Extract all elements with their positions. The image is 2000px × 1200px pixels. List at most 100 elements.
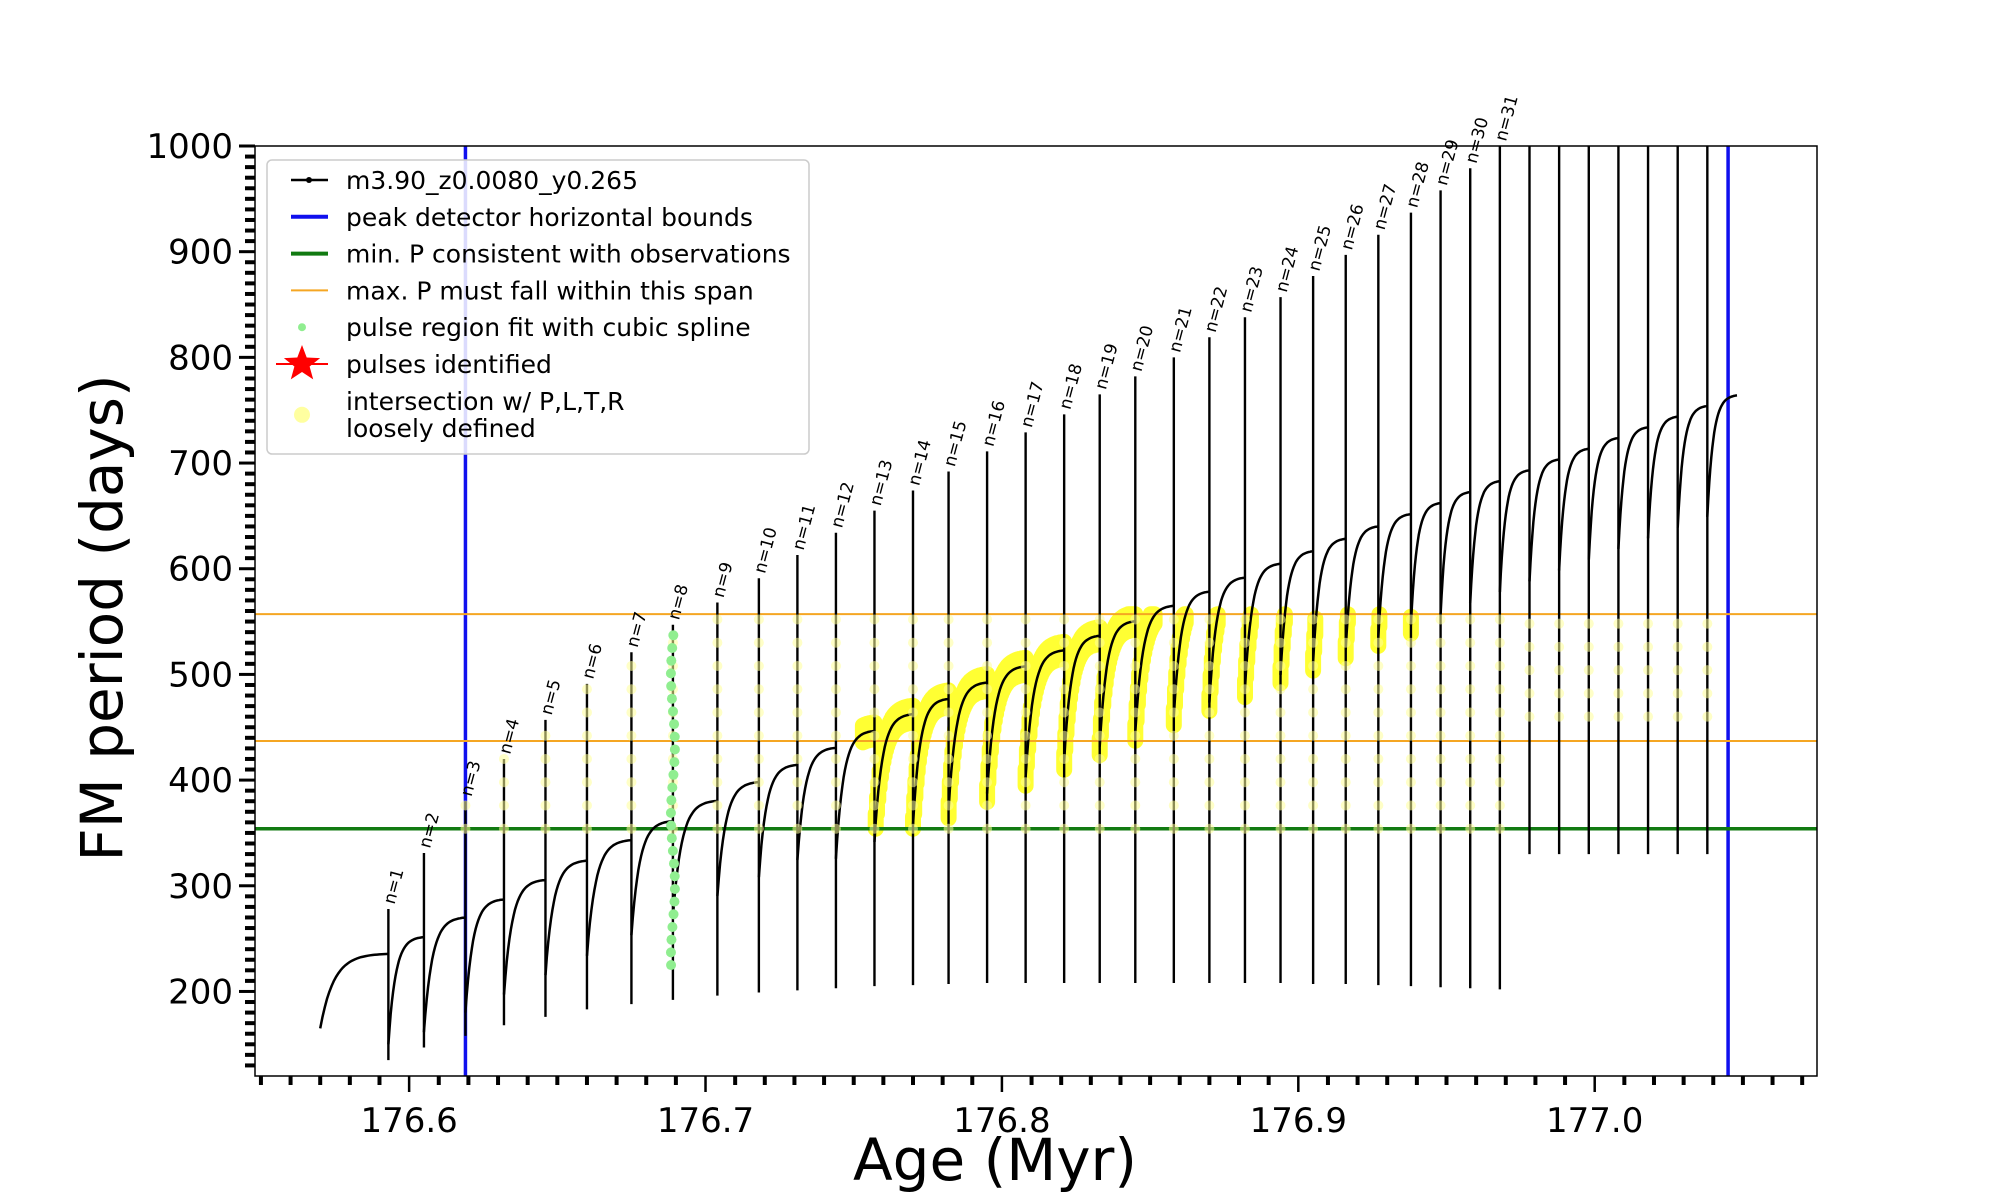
highlight-dots — [460, 614, 1713, 971]
intersection-dot — [792, 707, 803, 718]
intersection-dot — [712, 777, 723, 788]
intersection-dot — [1340, 660, 1351, 671]
intersection-dot — [1094, 637, 1105, 648]
intersection-dot — [1373, 777, 1384, 788]
intersection-dot — [1308, 753, 1319, 764]
intersection-dot — [1465, 614, 1476, 625]
spline-dot — [666, 820, 677, 831]
intersection-dot — [1059, 823, 1070, 834]
intersection-dot — [1020, 707, 1031, 718]
intersection-dot — [1340, 730, 1351, 741]
intersection-dot — [1059, 614, 1070, 625]
legend-label: m3.90_z0.0080_y0.265 — [346, 166, 638, 195]
spline-dot — [669, 731, 680, 742]
intersection-dot — [830, 823, 841, 834]
intersection-dot — [1059, 660, 1070, 671]
intersection-dot — [1094, 614, 1105, 625]
intersection-dot — [1094, 823, 1105, 834]
spline-dot — [666, 833, 677, 844]
intersection-dot — [869, 777, 880, 788]
intersection-dot — [907, 777, 918, 788]
legend-swatch-dot — [306, 177, 312, 183]
intersection-dot — [581, 707, 592, 718]
intersection-dot — [1308, 730, 1319, 741]
intersection-dot — [907, 684, 918, 695]
intersection-dot — [1275, 777, 1286, 788]
intersection-dot — [1020, 753, 1031, 764]
intersection-dot — [1275, 823, 1286, 834]
intersection-dot — [1524, 711, 1535, 722]
intersection-dot — [1373, 707, 1384, 718]
intersection-dot — [626, 707, 637, 718]
intersection-dot — [792, 753, 803, 764]
intersection-dot — [1094, 730, 1105, 741]
y-tick-label: 400 — [168, 761, 233, 801]
intersection-dot — [907, 707, 918, 718]
intersection-dot — [943, 660, 954, 671]
intersection-dot — [907, 800, 918, 811]
spline-dot — [669, 883, 680, 894]
intersection-dot — [1405, 707, 1416, 718]
intersection-dot — [1435, 707, 1446, 718]
spline-dot — [665, 947, 676, 958]
intersection-dot — [830, 637, 841, 648]
spline-dot — [668, 706, 679, 717]
intersection-dot — [869, 660, 880, 671]
intersection-dot — [1239, 660, 1250, 671]
intersection-dot — [1204, 823, 1215, 834]
intersection-dot — [1373, 637, 1384, 648]
intersection-dot — [1340, 614, 1351, 625]
intersection-dot — [943, 753, 954, 764]
intersection-dot — [1020, 637, 1031, 648]
intersection-dot — [1239, 753, 1250, 764]
intersection-dot — [1435, 800, 1446, 811]
intersection-dot — [1130, 684, 1141, 695]
intersection-dot — [1494, 707, 1505, 718]
intersection-dot — [1275, 730, 1286, 741]
intersection-dot — [712, 660, 723, 671]
intersection-dot — [1340, 753, 1351, 764]
intersection-dot — [943, 730, 954, 741]
intersection-dot — [1168, 684, 1179, 695]
intersection-dot — [792, 777, 803, 788]
intersection-dot — [1435, 637, 1446, 648]
intersection-dot — [830, 614, 841, 625]
intersection-dot — [1435, 684, 1446, 695]
intersection-dot — [1435, 660, 1446, 671]
intersection-dot — [1340, 707, 1351, 718]
intersection-dot — [626, 660, 637, 671]
intersection-dot — [1465, 753, 1476, 764]
intersection-dot — [1435, 777, 1446, 788]
intersection-dot — [1275, 707, 1286, 718]
intersection-dot — [1059, 637, 1070, 648]
intersection-dot — [712, 614, 723, 625]
intersection-dot — [1094, 777, 1105, 788]
intersection-dot — [1702, 665, 1713, 676]
y-axis-title: FM period (days) — [68, 374, 136, 861]
intersection-dot — [1613, 688, 1624, 699]
intersection-dot — [712, 753, 723, 764]
intersection-dot — [1435, 753, 1446, 764]
intersection-dot — [1204, 730, 1215, 741]
intersection-dot — [1094, 800, 1105, 811]
intersection-dot — [581, 730, 592, 741]
legend-swatch-dot — [294, 406, 310, 423]
intersection-dot — [1672, 688, 1683, 699]
intersection-dot — [1020, 800, 1031, 811]
spline-dot — [669, 719, 680, 730]
y-tick-label: 500 — [168, 655, 233, 695]
intersection-dot — [1130, 753, 1141, 764]
intersection-dot — [830, 684, 841, 695]
intersection-dot — [1702, 641, 1713, 652]
intersection-dot — [1554, 688, 1565, 699]
intersection-dot — [1204, 753, 1215, 764]
intersection-dot — [792, 730, 803, 741]
intersection-dot — [1465, 823, 1476, 834]
intersection-dot — [792, 684, 803, 695]
intersection-dot — [753, 684, 764, 695]
intersection-dot — [943, 800, 954, 811]
intersection-dot — [1373, 753, 1384, 764]
intersection-dot — [1094, 753, 1105, 764]
intersection-dot — [1308, 684, 1319, 695]
